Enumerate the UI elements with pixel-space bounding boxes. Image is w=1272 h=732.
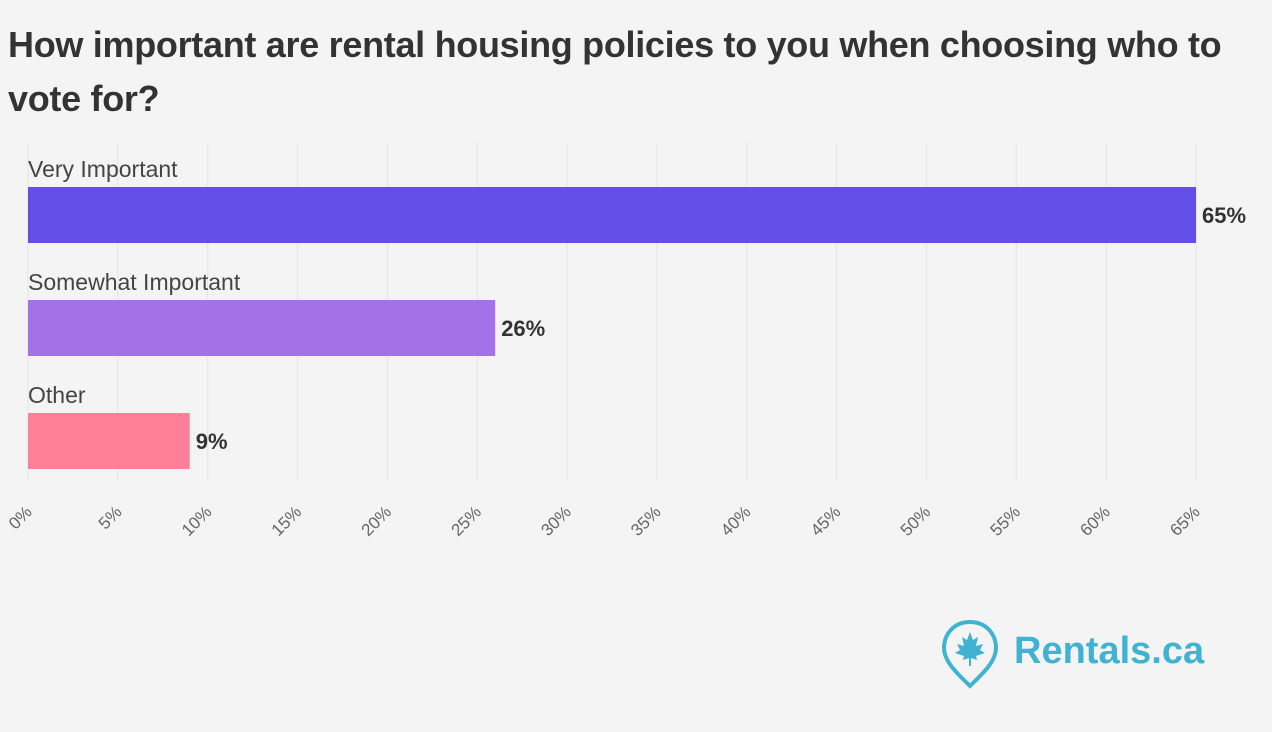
x-tick-label: 40% bbox=[717, 502, 754, 539]
brand-logo: Rentals.ca bbox=[940, 618, 1240, 690]
x-tick-label: 50% bbox=[897, 502, 934, 539]
category-label: Somewhat Important bbox=[28, 269, 241, 295]
category-label: Other bbox=[28, 382, 86, 408]
x-tick-label: 55% bbox=[987, 502, 1024, 539]
x-tick-label: 15% bbox=[268, 502, 305, 539]
x-tick-label: 60% bbox=[1076, 502, 1113, 539]
x-tick-label: 25% bbox=[448, 502, 485, 539]
x-tick-label: 20% bbox=[358, 502, 395, 539]
bars: Very Important 65% Somewhat Important 26% Ot… bbox=[28, 156, 1246, 469]
chart-title: How important are rental housing policie… bbox=[8, 24, 1222, 119]
bar-chart: Very Important 65% Somewhat Important 26% Ot… bbox=[5, 143, 1246, 540]
brand-name: Rentals.ca bbox=[1014, 630, 1205, 672]
x-tick-label: 65% bbox=[1166, 502, 1203, 539]
x-tick-label: 5% bbox=[95, 502, 126, 533]
bar bbox=[28, 187, 1196, 243]
maple-leaf-pin-icon bbox=[941, 619, 999, 689]
bar bbox=[28, 413, 190, 469]
value-label: 9% bbox=[196, 429, 228, 454]
x-tick-label: 45% bbox=[807, 502, 844, 539]
category-label: Very Important bbox=[28, 156, 178, 182]
bar bbox=[28, 300, 496, 356]
x-axis-ticks: 0% 5% 10% 15% 20% 25% 30% 35% 40% 45% 50% 55% 60% 65% bbox=[5, 502, 1204, 539]
x-tick-label: 30% bbox=[537, 502, 574, 539]
x-tick-label: 0% bbox=[5, 502, 36, 533]
x-tick-label: 35% bbox=[627, 502, 664, 539]
value-label: 65% bbox=[1202, 203, 1246, 228]
x-tick-label: 10% bbox=[178, 502, 215, 539]
value-label: 26% bbox=[501, 316, 545, 341]
